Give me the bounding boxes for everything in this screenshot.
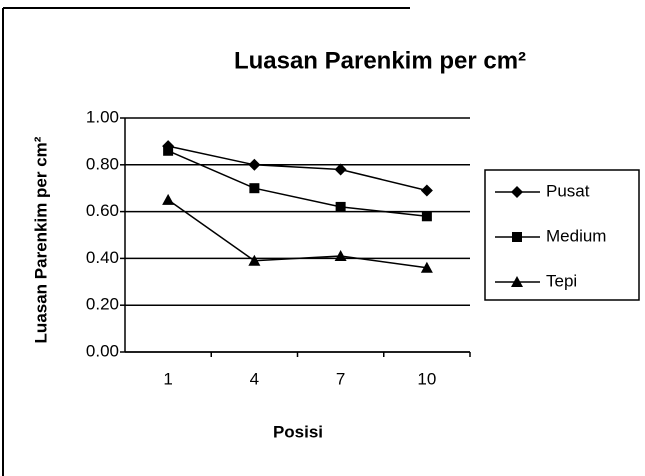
- x-tick-label: 4: [250, 369, 259, 388]
- y-tick-label: 0.80: [86, 154, 119, 173]
- x-tick-label: 7: [336, 369, 345, 388]
- data-point: [420, 184, 433, 197]
- y-tick-label: 1.00: [86, 107, 119, 126]
- data-point: [421, 211, 432, 222]
- data-point: [163, 145, 174, 156]
- y-tick-label: 0.20: [86, 295, 119, 314]
- legend-label: Medium: [546, 226, 606, 245]
- series-line: [167, 145, 428, 192]
- legend-marker: [512, 232, 522, 242]
- legend-label: Pusat: [546, 181, 590, 200]
- y-tick-label: 0.60: [86, 201, 119, 220]
- data-point: [248, 158, 261, 171]
- x-tick-label: 10: [417, 369, 436, 388]
- legend-label: Tepi: [546, 271, 577, 290]
- data-point: [249, 183, 260, 194]
- data-point: [162, 193, 175, 205]
- series-line: [167, 199, 427, 269]
- data-point: [248, 254, 261, 266]
- series-line: [167, 150, 427, 218]
- x-axis-title: Posisi: [273, 422, 323, 441]
- data-point: [420, 261, 433, 273]
- y-tick-label: 0.00: [86, 341, 119, 360]
- y-tick-label: 0.40: [86, 248, 119, 267]
- data-point: [334, 250, 347, 262]
- legend-marker: [511, 186, 523, 198]
- chart-title: Luasan Parenkim per cm²: [234, 47, 526, 74]
- y-axis-title: Luasan Parenkim per cm²: [31, 136, 50, 343]
- data-point: [334, 163, 347, 176]
- x-tick-label: 1: [163, 369, 172, 388]
- data-point: [335, 201, 346, 212]
- legend-marker: [511, 276, 523, 287]
